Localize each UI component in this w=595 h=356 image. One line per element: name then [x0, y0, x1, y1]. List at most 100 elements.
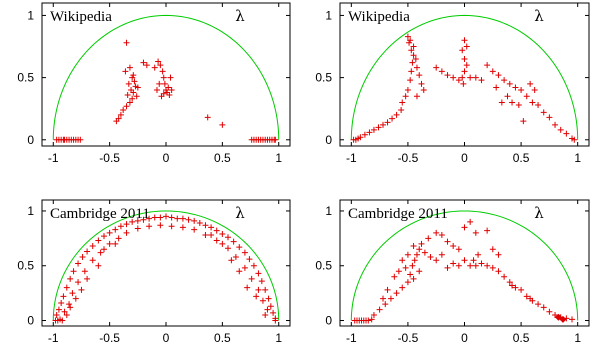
data-point [250, 262, 257, 269]
data-point [467, 74, 474, 81]
data-point [438, 232, 445, 239]
data-point [219, 121, 226, 128]
data-point [134, 84, 141, 91]
data-point [225, 234, 231, 241]
data-point [258, 278, 265, 285]
data-point [546, 114, 553, 121]
data-point [63, 312, 70, 319]
data-point [472, 74, 479, 81]
data-point [230, 238, 237, 245]
data-point [512, 84, 519, 91]
data-point [418, 80, 425, 87]
data-point [540, 109, 547, 116]
data-point [472, 229, 479, 236]
y-tick-label: 0.5 [17, 71, 34, 85]
data-point [365, 317, 372, 324]
data-point [518, 286, 525, 293]
data-point [509, 99, 516, 106]
data-point [95, 237, 102, 244]
data-point [159, 68, 166, 75]
data-point [571, 136, 578, 143]
data-point [393, 290, 400, 297]
data-point [395, 268, 402, 275]
data-point [213, 237, 220, 244]
data-point [409, 59, 416, 66]
data-point [89, 257, 96, 264]
data-point [404, 279, 411, 286]
unit-semicircle-curve [52, 210, 280, 321]
data-point [384, 119, 391, 126]
data-point [262, 312, 269, 319]
x-tick-label: 0.5 [214, 331, 231, 345]
data-point [455, 246, 462, 253]
data-point [433, 64, 440, 71]
data-point [475, 251, 482, 258]
data-point [484, 227, 491, 234]
y-tick-label: 0 [27, 314, 34, 328]
y-tick-label: 0.5 [315, 71, 332, 85]
data-point [506, 80, 513, 87]
data-point [134, 217, 141, 224]
data-point [130, 72, 137, 79]
data-point [461, 224, 468, 231]
data-point [120, 106, 127, 113]
data-point [461, 55, 468, 62]
data-point [248, 275, 255, 282]
data-point [219, 230, 226, 237]
y-tick-label: 0.5 [315, 259, 332, 273]
data-point [225, 245, 231, 252]
data-point [399, 284, 406, 291]
data-point [101, 246, 107, 253]
data-point [84, 248, 91, 255]
data-point [493, 84, 500, 91]
data-point [255, 270, 262, 277]
data-point [459, 47, 466, 54]
data-point [112, 226, 119, 233]
data-point [81, 268, 88, 275]
data-point [160, 74, 167, 81]
x-tick-label: -0.5 [398, 331, 419, 345]
data-point [232, 253, 239, 260]
data-point [411, 257, 418, 264]
chart-title: Cambridge 2011 [50, 206, 150, 222]
data-point [433, 257, 440, 264]
data-point [461, 68, 468, 75]
data-point [418, 240, 425, 247]
data-point [97, 249, 104, 256]
x-tick-label: 0 [461, 151, 468, 165]
data-point [53, 312, 60, 319]
data-point [478, 260, 485, 267]
data-point [484, 262, 491, 269]
data-point [202, 222, 209, 229]
data-point [506, 279, 513, 286]
data-point [244, 284, 251, 291]
data-point [123, 39, 130, 46]
data-point [380, 121, 387, 128]
x-tick-label: 0 [163, 331, 170, 345]
data-point [131, 78, 138, 85]
data-point [412, 55, 419, 62]
data-point [117, 111, 124, 118]
data-point [472, 262, 479, 269]
data-point [552, 312, 559, 319]
data-point [55, 306, 62, 313]
data-point [402, 93, 409, 100]
data-point [70, 268, 77, 275]
data-point [208, 232, 215, 239]
data-point [174, 215, 181, 222]
data-point [185, 216, 192, 223]
data-point [552, 121, 559, 128]
data-point [387, 295, 394, 302]
x-tick-label: 1 [275, 331, 282, 345]
data-point [264, 306, 271, 313]
data-point [146, 223, 153, 230]
data-point [75, 260, 82, 267]
data-point [191, 217, 198, 224]
data-point [478, 77, 485, 84]
data-point [67, 304, 74, 311]
x-tick-label: 1 [574, 331, 581, 345]
data-point [123, 103, 130, 110]
data-point [515, 101, 522, 108]
data-point [155, 58, 162, 65]
data-point [370, 312, 377, 319]
